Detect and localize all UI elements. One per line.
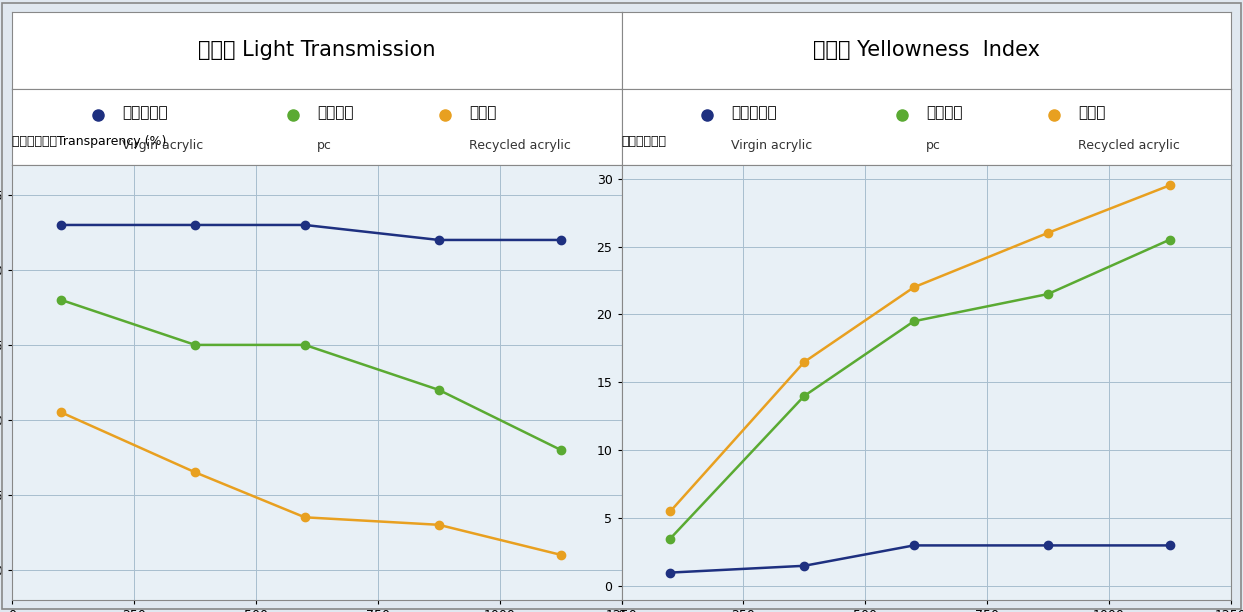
Text: pc: pc [317, 140, 332, 152]
Text: 黃變度 Yellowness  Index: 黃變度 Yellowness Index [813, 40, 1039, 61]
Text: 回料板: 回料板 [470, 105, 497, 121]
Text: 黃變率（％）: 黃變率（％） [622, 135, 666, 147]
Text: Virgin acrylic: Virgin acrylic [731, 140, 813, 152]
Text: pc: pc [926, 140, 941, 152]
Text: 聚碳酸酯: 聚碳酸酯 [926, 105, 962, 121]
Text: 透光率（％）Transparency (%): 透光率（％）Transparency (%) [12, 135, 167, 147]
Text: 聚碳酸酯: 聚碳酸酯 [317, 105, 353, 121]
Text: 純新亞力板: 純新亞力板 [731, 105, 777, 121]
Text: Virgin acrylic: Virgin acrylic [122, 140, 204, 152]
Text: 純新亞力板: 純新亞力板 [122, 105, 168, 121]
Text: 透光度 Light Transmission: 透光度 Light Transmission [198, 40, 436, 61]
Text: 回料板: 回料板 [1078, 105, 1106, 121]
Text: Recycled acrylic: Recycled acrylic [1078, 140, 1180, 152]
Text: Recycled acrylic: Recycled acrylic [470, 140, 571, 152]
